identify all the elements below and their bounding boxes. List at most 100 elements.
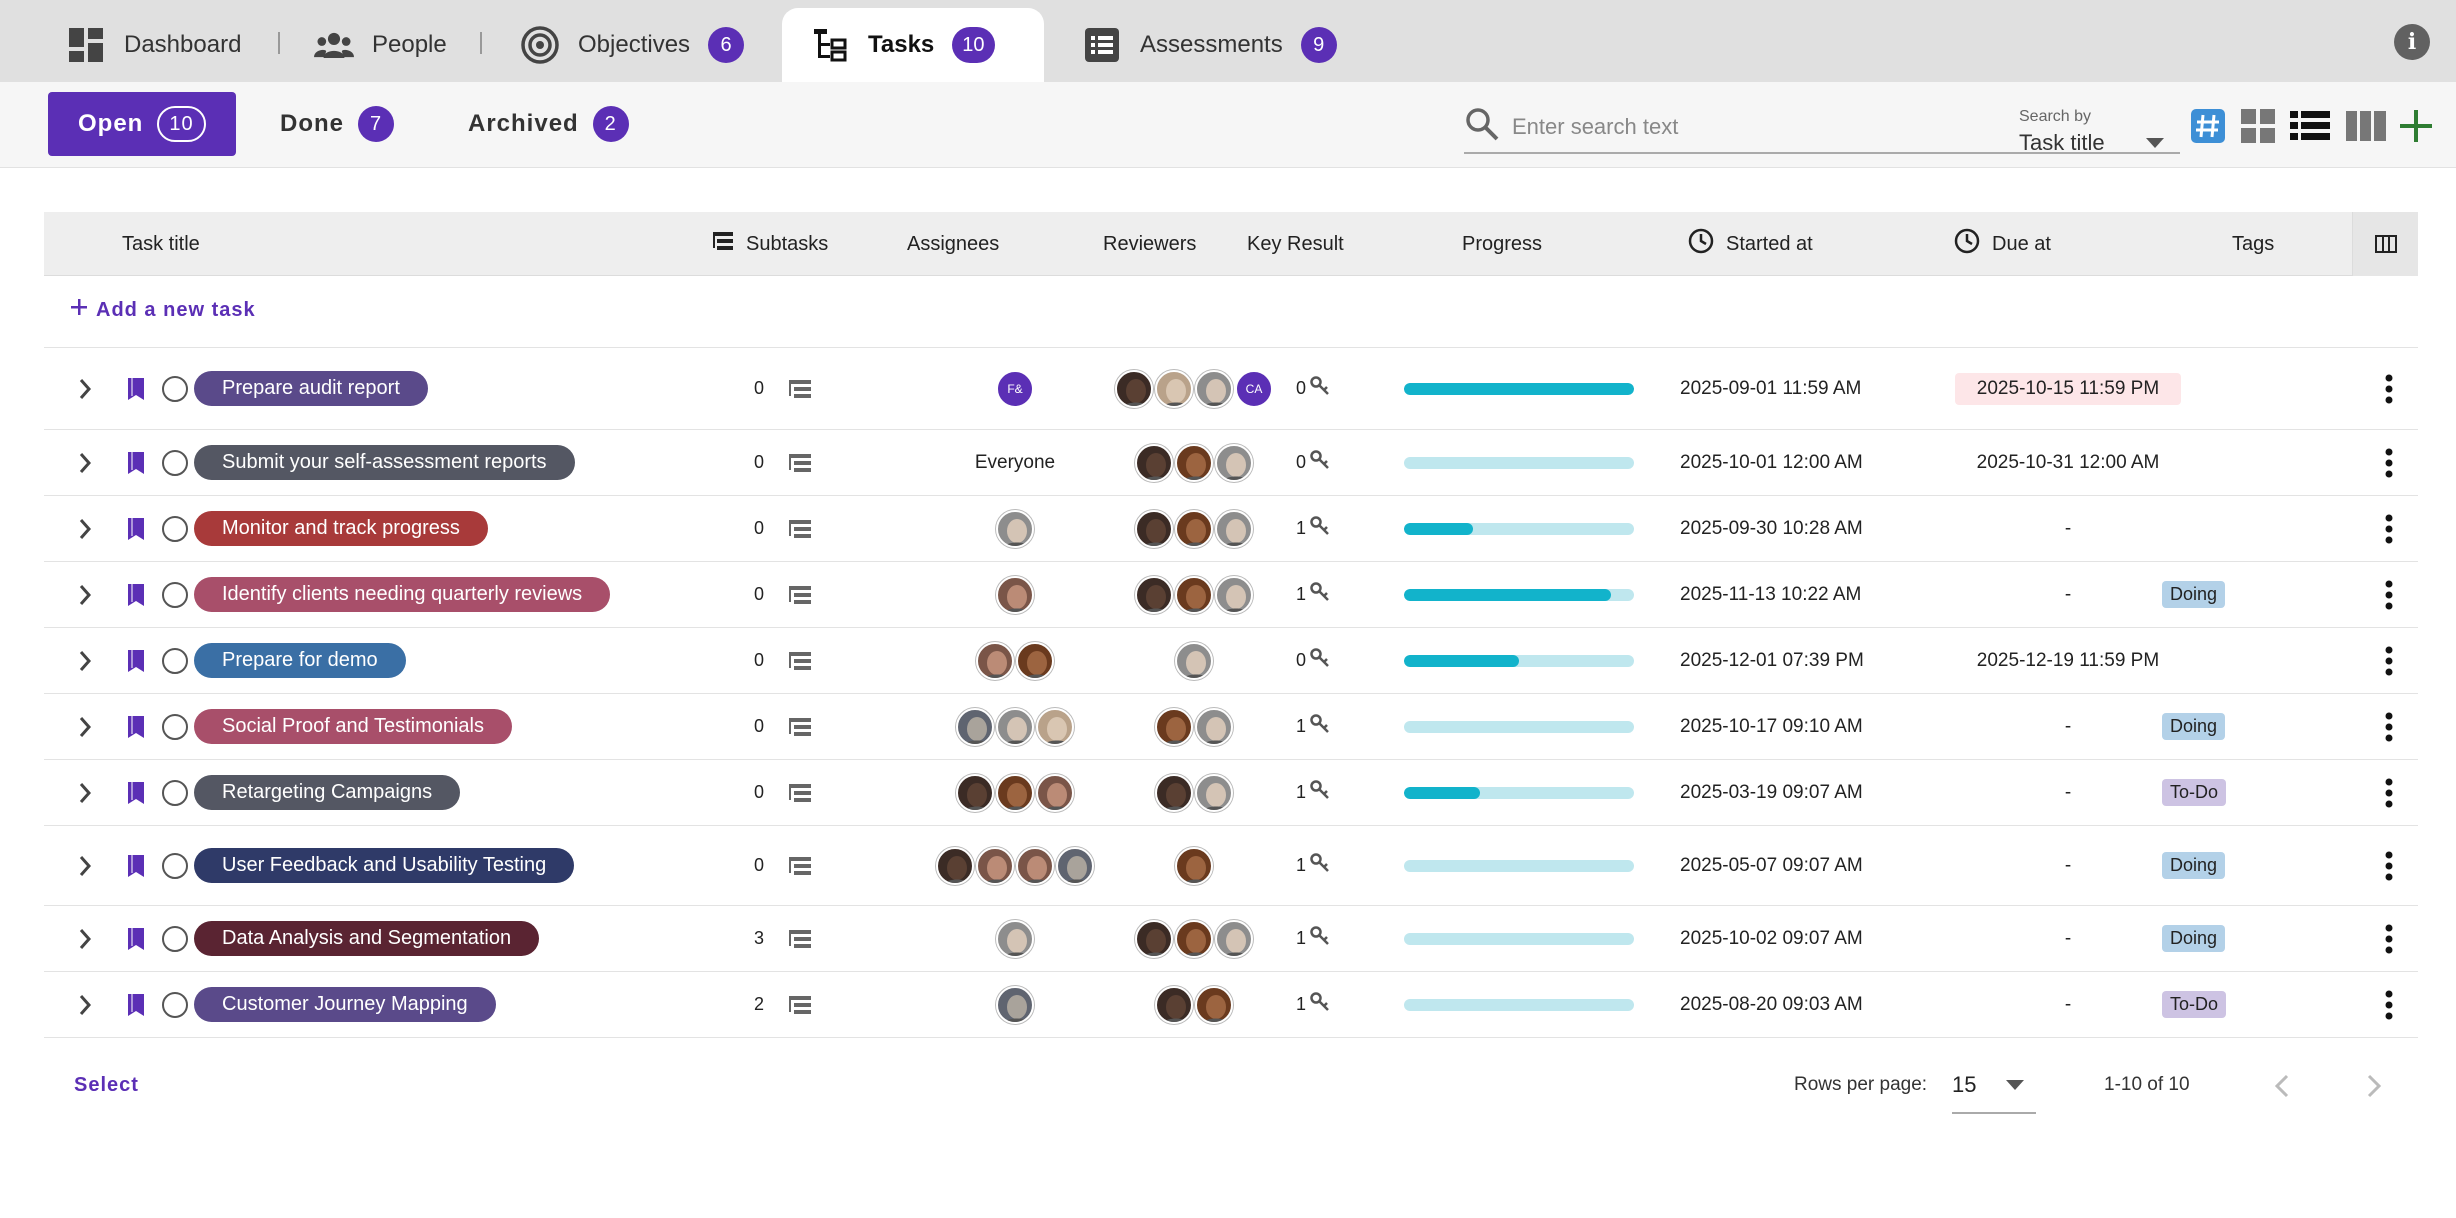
header-progress[interactable]: Progress — [1462, 232, 1543, 255]
more-options-icon[interactable] — [2384, 430, 2394, 495]
reviewers-cell[interactable] — [1094, 972, 1294, 1037]
search-input[interactable] — [1512, 114, 2012, 140]
subtasks-list-icon[interactable] — [788, 348, 812, 429]
avatar[interactable] — [1215, 509, 1253, 548]
reviewers-cell[interactable] — [1094, 906, 1294, 971]
tag-badge[interactable]: Doing — [2162, 925, 2226, 952]
avatar[interactable] — [976, 846, 1014, 885]
avatar[interactable] — [1175, 846, 1213, 885]
assignees-cell[interactable] — [906, 972, 1124, 1037]
more-options-icon[interactable] — [2384, 760, 2394, 825]
complete-checkbox[interactable] — [162, 826, 188, 905]
complete-checkbox[interactable] — [162, 430, 188, 495]
expand-chevron-icon[interactable] — [78, 760, 92, 825]
assignees-cell[interactable] — [906, 562, 1124, 627]
avatar[interactable] — [1175, 575, 1213, 614]
reviewers-cell[interactable] — [1094, 496, 1294, 561]
tab-tasks[interactable]: Tasks 10 — [782, 8, 1044, 82]
avatar[interactable] — [1175, 509, 1213, 548]
table-row[interactable]: Customer Journey Mapping 2 1 2025-08-20 … — [44, 972, 2418, 1038]
table-row[interactable]: Social Proof and Testimonials 0 1 2025-1… — [44, 694, 2418, 760]
table-row[interactable]: Monitor and track progress 0 1 2025-09-3… — [44, 496, 2418, 562]
expand-chevron-icon[interactable] — [78, 972, 92, 1037]
subtasks-list-icon[interactable] — [788, 562, 812, 627]
avatar[interactable] — [1135, 919, 1173, 958]
table-row[interactable]: Data Analysis and Segmentation 3 1 2025-… — [44, 906, 2418, 972]
hash-view-icon[interactable] — [2188, 106, 2228, 146]
tags-cell[interactable]: Doing — [2162, 826, 2226, 905]
avatar[interactable] — [1215, 443, 1253, 482]
avatar[interactable] — [956, 773, 994, 812]
prev-page-icon[interactable] — [2264, 1068, 2300, 1104]
rows-per-page-select[interactable]: 15 — [1952, 1062, 2036, 1114]
task-title[interactable]: Social Proof and Testimonials — [194, 694, 512, 759]
avatar[interactable] — [1135, 575, 1173, 614]
reviewers-cell[interactable] — [1094, 694, 1294, 759]
avatar[interactable] — [996, 707, 1034, 746]
avatar[interactable] — [1155, 707, 1193, 746]
more-options-icon[interactable] — [2384, 348, 2394, 429]
task-title[interactable]: Retargeting Campaigns — [194, 760, 461, 825]
avatar[interactable] — [1175, 443, 1213, 482]
tab-objectives[interactable]: Objectives 6 — [492, 8, 772, 82]
table-row[interactable]: Prepare for demo 0 0 2025-12-01 07:39 PM… — [44, 628, 2418, 694]
tab-dashboard[interactable]: Dashboard — [38, 8, 269, 82]
table-row[interactable]: User Feedback and Usability Testing 0 1 … — [44, 826, 2418, 906]
table-row[interactable]: Identify clients needing quarterly revie… — [44, 562, 2418, 628]
key-result-cell[interactable]: 1 — [1296, 694, 1330, 759]
reviewers-cell[interactable] — [1094, 430, 1294, 495]
more-options-icon[interactable] — [2384, 496, 2394, 561]
header-key-result[interactable]: Key Result — [1247, 232, 1344, 255]
more-options-icon[interactable] — [2384, 694, 2394, 759]
assignees-cell[interactable] — [906, 760, 1124, 825]
subtasks-list-icon[interactable] — [788, 826, 812, 905]
complete-checkbox[interactable] — [162, 628, 188, 693]
tags-cell[interactable]: To-Do — [2162, 972, 2227, 1037]
avatar[interactable] — [1135, 509, 1173, 548]
tab-people[interactable]: People — [286, 8, 475, 82]
subtasks-list-icon[interactable] — [788, 430, 812, 495]
expand-chevron-icon[interactable] — [78, 348, 92, 429]
reviewers-cell[interactable] — [1094, 562, 1294, 627]
key-result-cell[interactable]: 1 — [1296, 496, 1330, 561]
assignees-cell[interactable]: F& — [906, 348, 1124, 429]
reviewers-cell[interactable] — [1094, 628, 1294, 693]
avatar[interactable] — [1036, 707, 1074, 746]
assignees-cell[interactable] — [906, 496, 1124, 561]
add-icon[interactable] — [2396, 106, 2436, 146]
status-tab-done[interactable]: Done 7 — [250, 92, 424, 156]
header-started-at[interactable]: Started at — [1688, 212, 1813, 276]
tags-cell[interactable]: Doing — [2162, 906, 2226, 971]
expand-chevron-icon[interactable] — [78, 562, 92, 627]
task-title[interactable]: Monitor and track progress — [194, 496, 488, 561]
task-title[interactable]: Prepare audit report — [194, 348, 428, 429]
tags-cell[interactable]: Doing — [2162, 562, 2226, 627]
reviewers-cell[interactable]: CA — [1094, 348, 1294, 429]
avatar[interactable] — [1155, 773, 1193, 812]
next-page-icon[interactable] — [2356, 1068, 2392, 1104]
subtasks-list-icon[interactable] — [788, 972, 812, 1037]
grid-view-icon[interactable] — [2238, 106, 2278, 146]
assignees-cell[interactable]: Everyone — [906, 430, 1124, 495]
tags-cell[interactable]: Doing — [2162, 694, 2226, 759]
key-result-cell[interactable]: 1 — [1296, 972, 1330, 1037]
key-result-cell[interactable]: 1 — [1296, 826, 1330, 905]
key-result-cell[interactable]: 0 — [1296, 430, 1330, 495]
expand-chevron-icon[interactable] — [78, 694, 92, 759]
avatar[interactable] — [996, 773, 1034, 812]
tab-assessments[interactable]: Assessments 9 — [1054, 8, 1365, 82]
avatar[interactable] — [1135, 443, 1173, 482]
avatar[interactable] — [1036, 773, 1074, 812]
avatar[interactable] — [996, 509, 1034, 548]
assignees-cell[interactable] — [906, 694, 1124, 759]
list-view-icon[interactable] — [2290, 106, 2330, 146]
avatar[interactable] — [1175, 919, 1213, 958]
avatar[interactable] — [996, 919, 1034, 958]
avatar[interactable]: F& — [996, 369, 1034, 408]
avatar[interactable] — [936, 846, 974, 885]
tags-cell[interactable]: To-Do — [2162, 760, 2227, 825]
header-due-at[interactable]: Due at — [1954, 212, 2051, 276]
subtasks-list-icon[interactable] — [788, 906, 812, 971]
subtasks-list-icon[interactable] — [788, 628, 812, 693]
header-tags[interactable]: Tags — [2232, 232, 2275, 255]
